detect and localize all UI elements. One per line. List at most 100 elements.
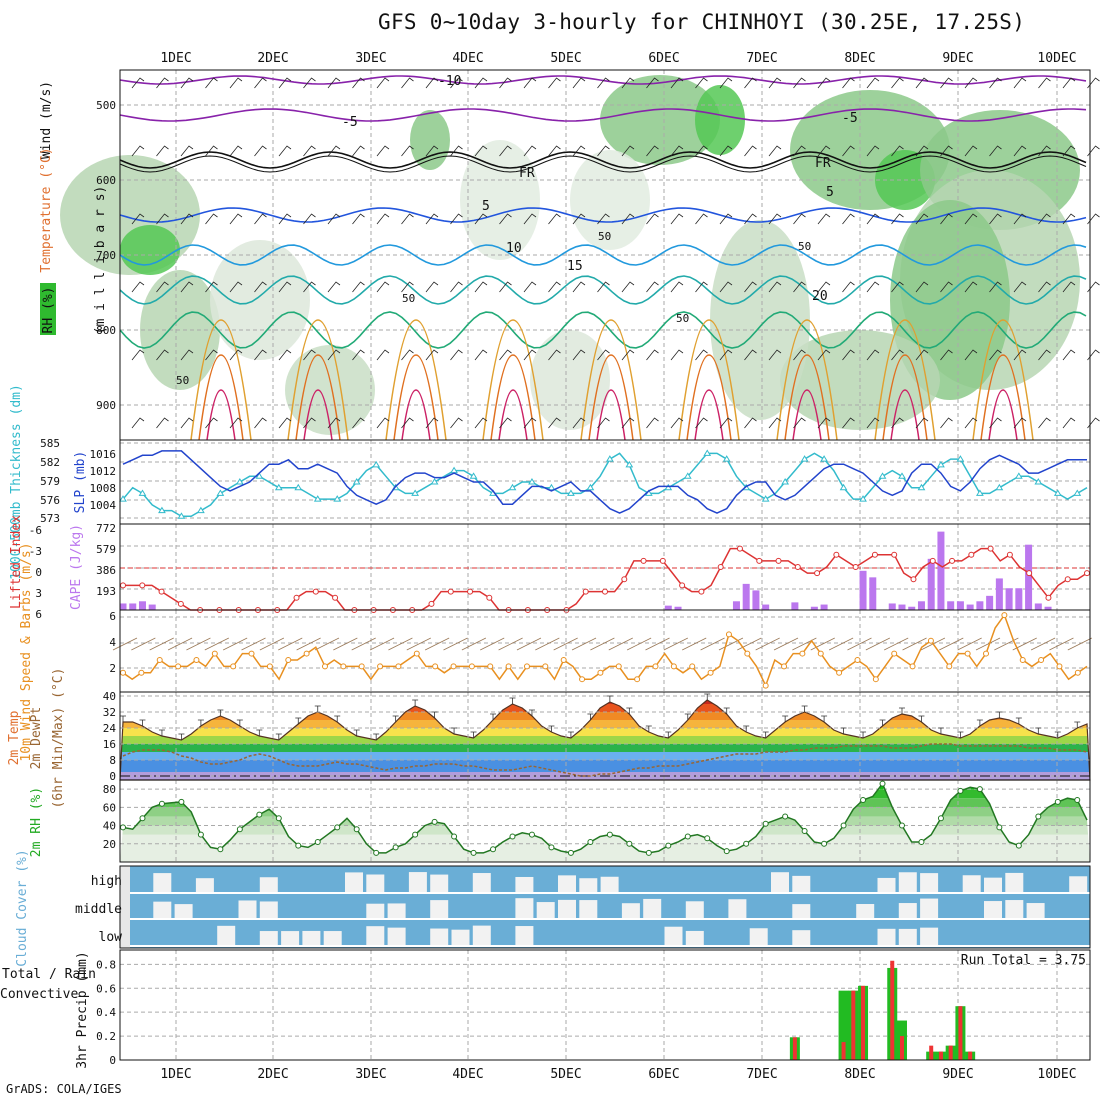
day-label-bottom: 8DEC — [844, 1067, 875, 1082]
cloud-level-label: middle — [75, 902, 122, 917]
cloud-block — [1005, 900, 1024, 918]
rh2m-series-point — [1074, 797, 1081, 804]
rh2m-series-point — [860, 797, 867, 804]
run-total: Run Total = 3.75 — [961, 953, 1086, 968]
wind10m-series-point — [138, 669, 145, 676]
rh2m-series-point — [431, 818, 438, 825]
wind-barb — [474, 213, 488, 225]
lifted-index-series-point — [756, 557, 763, 564]
wind10m-series-point — [340, 663, 347, 670]
thickness-series-point — [216, 489, 225, 496]
cape-bar — [810, 606, 818, 610]
wind-barb — [719, 349, 733, 361]
wind-barb — [425, 145, 439, 157]
wind10m-barb — [718, 637, 744, 651]
temp-minmax-whisker — [373, 733, 380, 740]
precip-total-bar — [838, 990, 849, 1060]
temp-minmax-whisker — [236, 719, 243, 726]
thickness-series-point — [1053, 489, 1062, 496]
wind-barb — [1013, 281, 1027, 293]
cloud-block — [515, 926, 534, 945]
ylabel-precip-mm: 3hr Precip (mm) — [75, 951, 90, 1068]
lifted-index-series-point — [120, 582, 126, 589]
isotherm-label: 5 — [826, 185, 834, 200]
rh2m-series-point — [723, 848, 730, 855]
temp-minmax-whisker — [801, 705, 808, 712]
wind-barb — [523, 349, 537, 361]
rh-shading — [570, 150, 650, 250]
wind-barb — [670, 213, 684, 225]
wind-barb — [229, 417, 243, 429]
cloud-block — [898, 928, 917, 945]
wind-barb — [1013, 417, 1027, 429]
wind-barb — [1087, 213, 1100, 225]
wind-barb — [793, 349, 806, 361]
wind-barb — [572, 417, 586, 429]
wind-barb — [940, 77, 953, 89]
temp-minmax-whisker — [509, 697, 516, 704]
rh2m-series-point — [217, 846, 224, 853]
thickness-series-point — [313, 495, 322, 502]
thickness-tick-label: 585 — [40, 437, 60, 450]
wind-barb — [866, 281, 880, 293]
rh2m-series-point — [295, 842, 302, 849]
ylabel-minmax: (6hr Min/Max) (°C) — [51, 668, 66, 809]
cloud-block — [366, 903, 385, 918]
wind-barb — [695, 145, 708, 157]
temp-minmax-whisker — [937, 727, 944, 734]
wind-barb — [1062, 77, 1076, 89]
cloud-frame — [119, 865, 1091, 949]
cape-bar — [869, 577, 877, 610]
cloud-block — [472, 925, 491, 945]
isotherm-warm-arch — [980, 354, 1026, 441]
lifted-index-series-point — [794, 564, 801, 570]
wind-barb — [940, 213, 953, 225]
cloud-block — [728, 899, 747, 918]
cloud-block — [664, 926, 683, 945]
slp-tick-label: 1004 — [90, 499, 117, 512]
cloud-block — [579, 878, 598, 892]
lifted-index-series-point — [1026, 570, 1033, 577]
wind-barb — [156, 77, 169, 89]
rh2m-series-point — [451, 833, 458, 840]
rh2m-series-point — [606, 831, 613, 838]
wind-barb — [989, 349, 1002, 361]
wind-barb — [278, 417, 292, 429]
wind-barb — [156, 281, 169, 293]
thickness-series-point — [683, 472, 692, 479]
temp-minmax-whisker — [567, 731, 574, 738]
isotherm-warm-arch — [190, 319, 252, 441]
isotherm-label: -10 — [438, 74, 461, 89]
wind-barb — [425, 281, 439, 293]
cape-bar — [986, 595, 994, 610]
rh-shading — [695, 85, 745, 155]
thickness-series-point — [859, 495, 867, 502]
wind-barb — [891, 145, 904, 157]
wind-barb — [425, 349, 439, 361]
temp-minmax-whisker — [898, 707, 905, 714]
rh2m-series-point — [665, 842, 672, 849]
temp-tick-label: 0 — [109, 770, 116, 783]
rh-contour-label: 50 — [676, 312, 689, 325]
wind-barb — [205, 145, 218, 157]
wind-barb — [793, 77, 806, 89]
wind-barb — [450, 349, 463, 361]
temp-minmax-whisker — [548, 725, 555, 732]
wind-barb — [964, 77, 978, 89]
isotherm-15 — [119, 275, 1087, 305]
wind-barb — [327, 213, 341, 225]
wind-barb — [719, 213, 733, 225]
rh2m-series-point — [937, 815, 944, 822]
wind-barb — [817, 349, 831, 361]
temp-minmax-whisker — [1015, 717, 1022, 724]
wind-barb — [817, 417, 831, 429]
wind-barb — [180, 349, 194, 361]
wind-barb — [278, 77, 292, 89]
cape-bar — [888, 603, 896, 610]
wind-barb — [989, 417, 1002, 429]
isotherm-label: FR — [815, 156, 831, 171]
day-label-bottom: 4DEC — [452, 1067, 483, 1082]
cape-bar — [791, 602, 799, 610]
wind-barb — [303, 417, 316, 429]
wind-barb — [744, 213, 757, 225]
